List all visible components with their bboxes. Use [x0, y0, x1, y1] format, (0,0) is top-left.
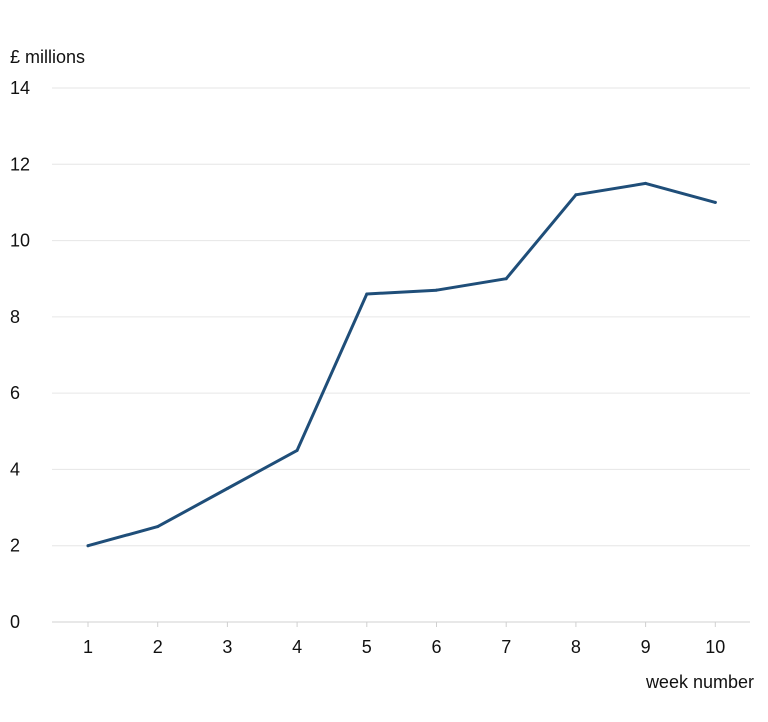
y-tick-label: 4: [10, 459, 20, 479]
data-point: [86, 544, 90, 548]
series-layer: [86, 181, 717, 548]
x-tick-label: 10: [705, 637, 725, 657]
gridlines: [52, 87, 750, 623]
y-tick-label: 14: [10, 78, 30, 98]
y-tick-label: 0: [10, 612, 20, 632]
y-axis-label: £ millions: [10, 47, 85, 67]
x-tick-label: 3: [222, 637, 232, 657]
x-tick-label: 6: [431, 637, 441, 657]
x-axis-ticks: 1 2 3 4 5 6 7 8 9 10: [83, 622, 725, 657]
data-point: [365, 292, 369, 296]
data-point: [504, 277, 508, 281]
y-tick-label: 10: [10, 231, 30, 251]
data-point: [574, 193, 578, 197]
data-point: [295, 448, 299, 452]
y-tick-label: 12: [10, 154, 30, 174]
x-tick-label: 8: [571, 637, 581, 657]
x-tick-label: 7: [501, 637, 511, 657]
data-point: [435, 288, 438, 292]
y-axis-ticks: 0 2 4 6 8 10 12 14: [10, 78, 30, 632]
y-tick-label: 2: [10, 536, 20, 556]
y-tick-label: 8: [10, 307, 20, 327]
x-tick-label: 4: [292, 637, 302, 657]
data-point: [225, 487, 229, 490]
x-tick-label: 9: [641, 637, 651, 657]
x-tick-label: 5: [362, 637, 372, 657]
series-line: [86, 181, 717, 548]
data-point: [644, 181, 648, 185]
data-point: [156, 525, 160, 529]
x-tick-label: 1: [83, 637, 93, 657]
x-axis-label: week number: [645, 672, 754, 692]
y-tick-label: 6: [10, 383, 20, 403]
data-point: [713, 200, 717, 204]
x-tick-label: 2: [153, 637, 163, 657]
